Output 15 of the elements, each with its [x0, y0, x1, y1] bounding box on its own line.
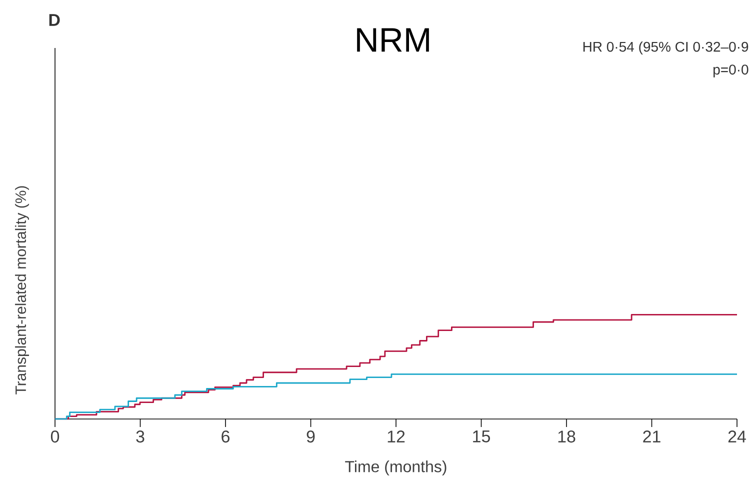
- y-axis-title: Transplant-related mortality (%): [15, 186, 29, 394]
- x-tick-label: 3: [136, 430, 144, 443]
- text: D: [49, 14, 60, 26]
- x-tick-label: 24: [728, 430, 746, 442]
- x-tick-label: 15: [473, 430, 490, 442]
- text: p=0·0: [714, 64, 748, 78]
- x-axis-title: Time (months): [345, 460, 446, 476]
- x-tick-label: 9: [306, 430, 315, 443]
- x-tick-label: 0: [50, 430, 60, 443]
- chart-title: NRM: [357, 28, 429, 52]
- text: HR 0·54 (95% CI 0·32–0·9: [583, 41, 748, 55]
- x-tick-label: 21: [643, 430, 660, 442]
- x-tick-label: 18: [558, 430, 576, 443]
- x-tick-label: 6: [222, 430, 230, 443]
- x-tick-label: 12: [388, 430, 405, 442]
